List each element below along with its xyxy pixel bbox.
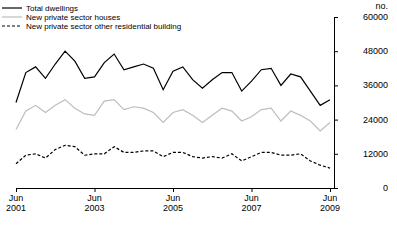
x-tick [173,188,174,192]
y-tick-label: 60000 [363,12,388,22]
legend-label: Total dwellings [26,4,78,13]
x-axis [16,188,334,189]
y-tick-label: 36000 [363,80,388,90]
x-tick-label-part: 2001 [6,203,26,213]
series-line [16,51,330,105]
legend-label: New private sector other residential bui… [26,22,181,31]
series-line [16,100,330,131]
x-tick-label-part: Jun [87,193,102,203]
x-tick-label-part: 2009 [320,203,340,213]
x-tick-label: Jun2005 [163,193,183,213]
y-tick [334,85,338,86]
legend-swatch [2,16,22,17]
series-group [16,51,330,168]
y-tick [334,17,338,18]
x-tick-label: Jun2003 [84,193,104,213]
y-tick [334,154,338,155]
legend-swatch [2,7,22,8]
x-tick-label-part: 2003 [84,203,104,213]
x-tick-label: Jun2007 [241,193,261,213]
y-tick [334,120,338,121]
legend-swatch [2,25,22,26]
x-tick-label-part: 2005 [163,203,183,213]
y-axis [334,17,335,188]
x-tick-label-part: Jun [9,193,24,203]
y-axis-label: no. [375,1,388,11]
y-tick [334,188,338,189]
legend: Total dwellingsNew private sector houses… [2,4,181,31]
x-tick-label: Jun2009 [320,193,340,213]
y-tick-label: 48000 [363,46,388,56]
series-line [16,145,330,168]
x-tick [95,188,96,192]
y-tick-label: 24000 [363,115,388,125]
legend-label: New private sector houses [26,13,120,22]
x-tick-label: Jun2001 [6,193,26,213]
x-tick [330,188,331,192]
x-tick-label-part: Jun [244,193,259,203]
y-tick [334,51,338,52]
x-tick-label-part: 2007 [241,203,261,213]
x-tick [252,188,253,192]
y-tick-label: 0 [383,183,388,193]
x-tick [16,188,17,192]
x-tick-label-part: Jun [166,193,181,203]
x-tick-label-part: Jun [323,193,338,203]
chart: 01200024000360004800060000no.Jun2001Jun2… [0,0,397,227]
y-tick-label: 12000 [363,149,388,159]
